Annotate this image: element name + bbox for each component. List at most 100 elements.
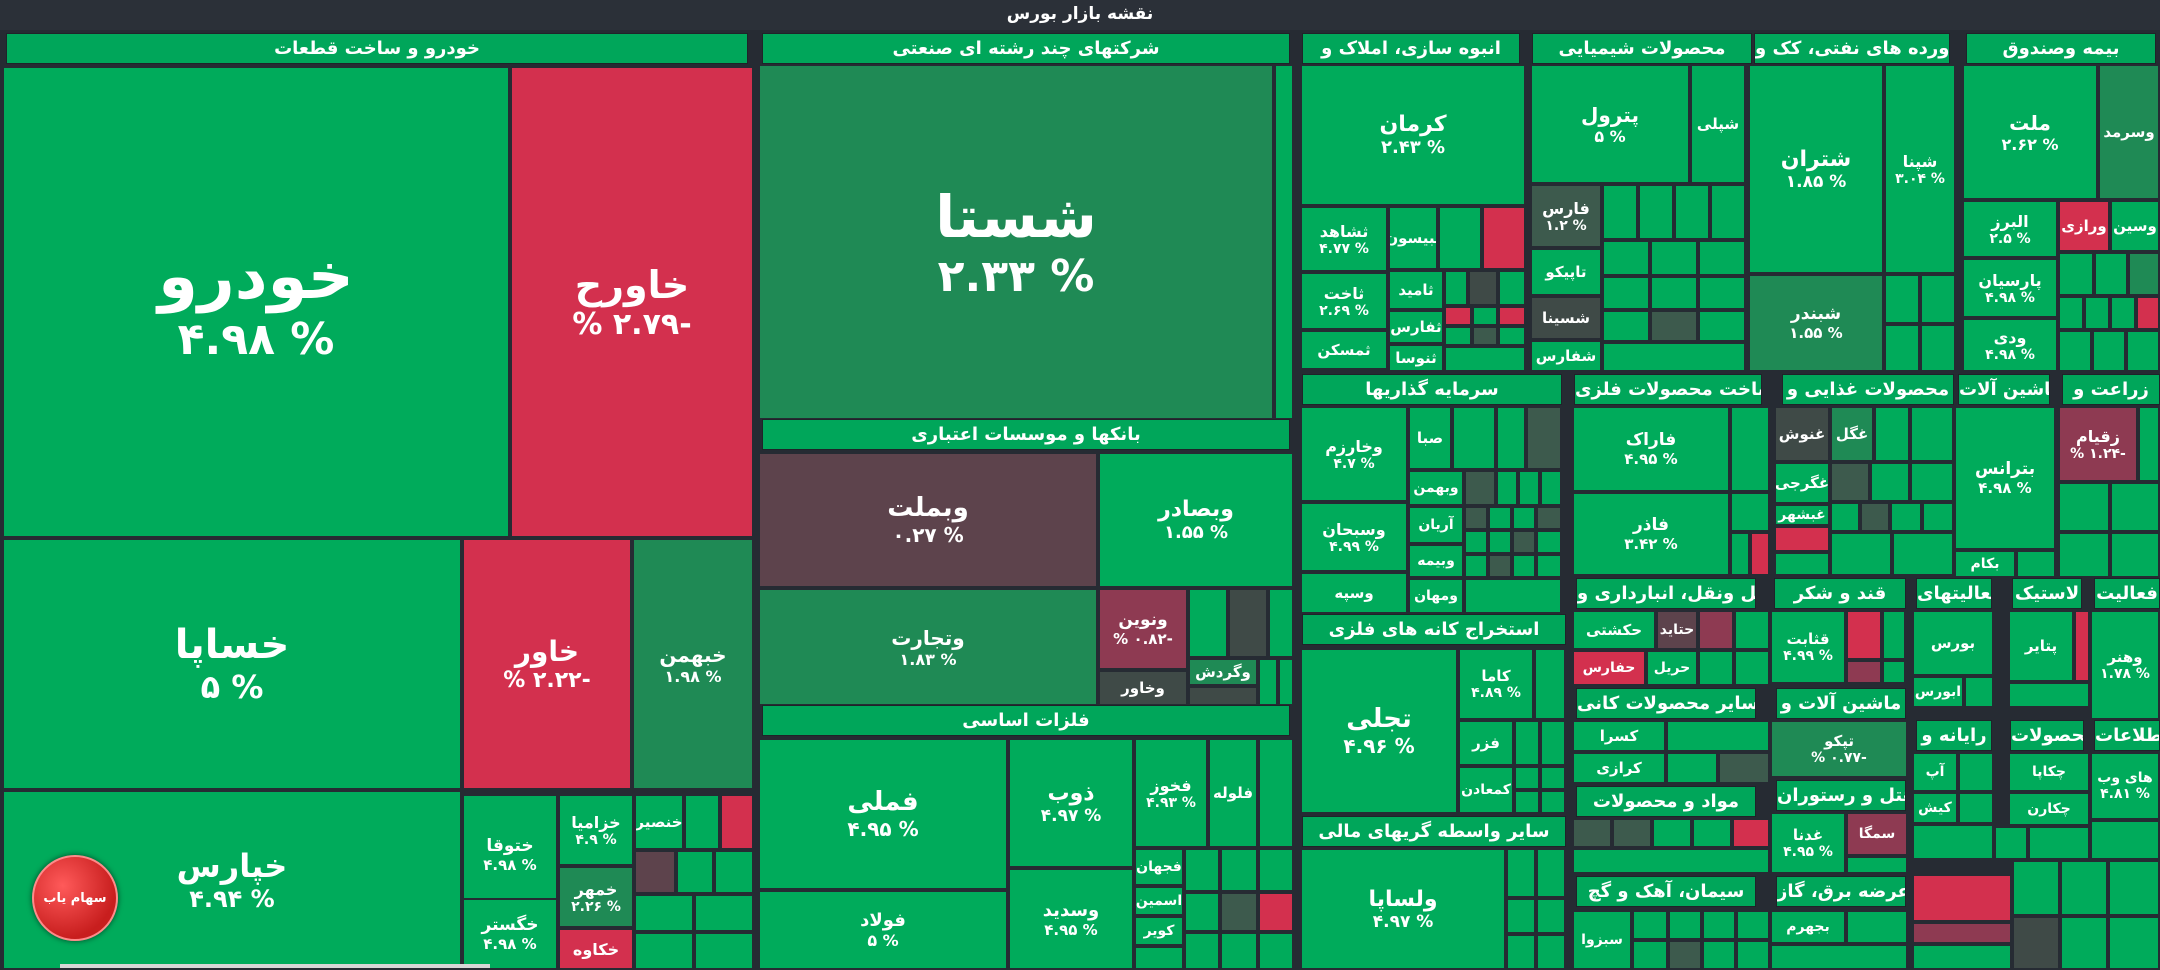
section-header-banks[interactable]: بانکها و موسسات اعتباری: [762, 419, 1290, 450]
tile-vlsapa[interactable]: ولساپا% ۴.۹۷: [1300, 848, 1506, 970]
section-header-machinery2[interactable]: ماشین آلات و: [1776, 688, 1906, 719]
tile-khavar[interactable]: خاور -۲.۲۲ %: [462, 538, 632, 790]
tile-sama[interactable]: سمگا: [1846, 812, 1908, 856]
tile-chkaran[interactable]: چکارن: [2008, 792, 2090, 826]
section-header-basicmetals[interactable]: فلزات اساسی: [762, 705, 1290, 736]
section-header-realestate[interactable]: انبوه سازی، املاک و: [1302, 33, 1520, 64]
tile-vsobhan[interactable]: وسبحان% ۴.۹۹: [1300, 502, 1408, 572]
section-header-computer[interactable]: رایانه و: [1916, 720, 1992, 751]
section-header-info[interactable]: اطلاعات: [2094, 720, 2160, 751]
section-header-food[interactable]: محصولات غذایی و: [1782, 374, 1954, 405]
tile-khgostar[interactable]: خگستر% ۴.۹۸: [462, 898, 558, 970]
tile-vnovin[interactable]: ونوین -۰.۸۲ %: [1098, 588, 1188, 670]
tile-sbezva[interactable]: سبزوا: [1572, 910, 1632, 970]
section-header-activities[interactable]: فعالیتهای: [1916, 578, 1992, 609]
tile-kerazi[interactable]: کرازی: [1572, 752, 1666, 784]
tile-kerman[interactable]: کرمان% ۲.۴۳: [1300, 64, 1526, 206]
tile-sshahed[interactable]: ثشاهد% ۴.۷۷: [1300, 206, 1388, 272]
tile-zaghiam[interactable]: زقیام -۱.۲۴ %: [2058, 406, 2138, 482]
tile-vdey[interactable]: ودی% ۴.۹۸: [1962, 318, 2058, 372]
tile-shsina[interactable]: شسینا: [1530, 296, 1602, 340]
tile-ghadar[interactable]: غدنا% ۴.۹۵: [1770, 812, 1846, 874]
tile-petrol[interactable]: پترول% ۵: [1530, 64, 1690, 184]
tile-ghshahr[interactable]: غبشهر: [1774, 504, 1830, 526]
tile-hiweb[interactable]: های وب% ۴.۸۱: [2090, 752, 2160, 820]
tile-hkashti[interactable]: حکشتی: [1572, 610, 1656, 650]
tile-tapiko2[interactable]: تپکو -۰.۷۷ %: [1770, 720, 1908, 778]
section-header-rubber[interactable]: لاستیک: [2012, 578, 2082, 609]
tile-vmehan[interactable]: ومهان: [1408, 578, 1464, 614]
tile-vkharazm[interactable]: وخارزم% ۴.۷: [1300, 406, 1408, 502]
tile-tapiko[interactable]: تاپیکو: [1530, 248, 1602, 296]
tile-khnasir[interactable]: خنصیر: [634, 794, 684, 850]
tile-alborz[interactable]: البرز% ۲.۵: [1962, 200, 2058, 258]
tile-fameli[interactable]: فملی% ۴.۹۵: [758, 738, 1008, 890]
section-header-finance_mid[interactable]: سایر واسطه گریهای مالی: [1302, 816, 1566, 847]
tile-hatid[interactable]: حتاید: [1656, 610, 1698, 650]
tile-fjahan[interactable]: فجهان: [1134, 848, 1184, 886]
tile-vbsader[interactable]: وبصادر% ۱.۵۵: [1098, 452, 1294, 588]
tile-bjahrom[interactable]: بجهرم: [1770, 910, 1846, 944]
tile-vkhavar[interactable]: وخاور: [1098, 670, 1188, 706]
tile-zob[interactable]: ذوب% ۴.۹۷: [1008, 738, 1134, 868]
tile-btranas[interactable]: بترانس% ۴.۹۸: [1954, 406, 2056, 550]
tile-smaskan[interactable]: ثمسکن: [1300, 330, 1388, 370]
section-header-invest[interactable]: سرمایه گذاریها: [1302, 374, 1562, 405]
section-header-products[interactable]: محصولات: [2010, 720, 2084, 751]
tile-khkavah[interactable]: خکاوه: [558, 928, 634, 970]
tile-khodro[interactable]: خودرو% ۴.۹۸: [2, 66, 510, 538]
section-header-hotel[interactable]: هتل و رستوران: [1776, 780, 1906, 811]
tile-ghgorji[interactable]: غگرجی: [1774, 462, 1830, 504]
section-header-insurance[interactable]: بیمه وصندوق: [1966, 33, 2156, 64]
tile-bkam[interactable]: بکام: [1954, 550, 2016, 578]
tile-aburse[interactable]: ابورس: [1912, 676, 1964, 708]
tile-ghgol[interactable]: غگل: [1830, 406, 1874, 462]
tile-vahnar[interactable]: وهنر% ۱.۷۸: [2090, 610, 2160, 720]
tile-shbandar[interactable]: شبندر% ۱.۵۵: [1748, 274, 1884, 372]
tile-samid[interactable]: ثامید: [1388, 270, 1444, 310]
tile-kama[interactable]: کاما% ۴.۸۹: [1458, 648, 1534, 720]
section-header-transport[interactable]: حمل ونقل، انبارداری و: [1576, 578, 1756, 609]
tile-hril[interactable]: حریل: [1646, 650, 1698, 686]
tile-parsian[interactable]: پارسیان% ۴.۹۸: [1962, 258, 2058, 318]
tile-khsapa[interactable]: خساپا% ۵: [2, 538, 462, 790]
tile-foolad[interactable]: فولاد% ۵: [758, 890, 1008, 970]
tile-khavarah[interactable]: خاورح -۲.۷۹ %: [510, 66, 754, 538]
tile-hfars[interactable]: حفارس: [1572, 650, 1646, 686]
tile-vsepah[interactable]: وسپه: [1300, 572, 1408, 614]
section-header-activities2[interactable]: فعالیت: [2094, 578, 2160, 609]
section-header-cement[interactable]: سیمان، آهک و گچ: [1576, 876, 1756, 907]
tile-kish[interactable]: کیش: [1912, 792, 1958, 824]
tile-chkapa[interactable]: چکاپا: [2008, 752, 2090, 792]
tile-arian[interactable]: آریان: [1408, 506, 1464, 544]
tile-ghotbat[interactable]: قثابت% ۴.۹۹: [1770, 610, 1846, 684]
tile-fazar2[interactable]: فزر: [1458, 720, 1514, 766]
tile-khbahman[interactable]: خبهمن% ۱.۹۸: [632, 538, 754, 790]
section-header-power[interactable]: عرضه برق، گاز،: [1776, 876, 1906, 907]
tile-shtran[interactable]: شتران% ۱.۸۵: [1748, 64, 1884, 274]
tile-farak[interactable]: فاراک% ۴.۹۵: [1572, 406, 1730, 492]
section-header-multi[interactable]: شرکتهای چند رشته ای صنعتی: [762, 33, 1290, 64]
tile-shpli[interactable]: شپلی: [1690, 64, 1746, 184]
section-header-materials[interactable]: مواد و محصولات: [1576, 786, 1756, 817]
section-header-mining_metal[interactable]: استخراج کانه های فلزی: [1302, 614, 1566, 645]
tile-kesra[interactable]: کسرا: [1572, 720, 1666, 752]
tile-fasmin[interactable]: اسمین: [1134, 886, 1184, 916]
tile-vbmellat[interactable]: وبملت% ۰.۲۷: [758, 452, 1098, 588]
tile-vsin[interactable]: وسین: [2110, 200, 2160, 252]
tile-ptayer[interactable]: پتایر: [2008, 610, 2074, 682]
tile-fars[interactable]: فارس% ۱.۲: [1530, 184, 1602, 248]
tile-shfaras[interactable]: شفارس: [1530, 340, 1602, 372]
tile-sfars[interactable]: ثفارس: [1388, 310, 1444, 344]
section-header-other_mining[interactable]: سایر محصولات کانی: [1576, 688, 1756, 719]
tile-shpna[interactable]: شپنا% ۳.۰۴: [1884, 64, 1956, 274]
section-header-chem[interactable]: محصولات شیمیایی: [1532, 33, 1752, 64]
tile-mellat[interactable]: ملت% ۲.۶۲: [1962, 64, 2098, 200]
tile-saakht[interactable]: ثاخت% ۲.۶۹: [1300, 272, 1388, 330]
tile-snosa[interactable]: ثنوسا: [1388, 344, 1444, 372]
tile-fkhoz[interactable]: فخوز% ۴.۹۳: [1134, 738, 1208, 848]
tile-tajali[interactable]: تجلی% ۴.۹۶: [1300, 648, 1458, 814]
horizontal-scrollbar[interactable]: [60, 964, 490, 968]
section-header-machinery[interactable]: ماشین آلات: [1958, 374, 2050, 405]
tile-vsamard[interactable]: وسرمد: [2098, 64, 2160, 200]
